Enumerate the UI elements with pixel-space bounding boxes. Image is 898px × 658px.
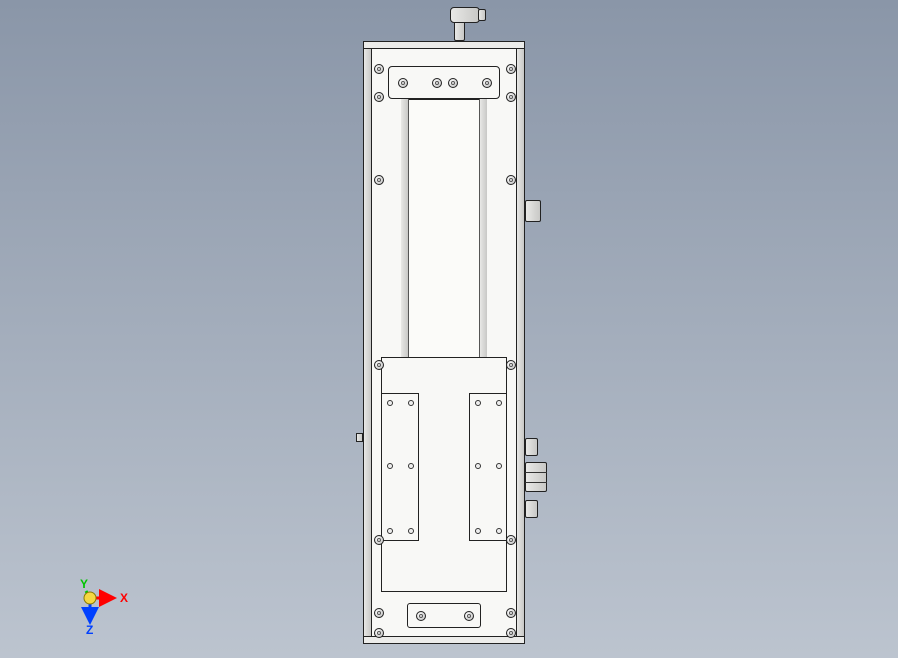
fitting-stub xyxy=(478,9,486,21)
outer-rail-right xyxy=(516,41,525,644)
outer-rail-left xyxy=(363,41,372,644)
bottom-cap xyxy=(363,636,525,644)
cad-viewport[interactable]: X Y Z xyxy=(0,0,898,658)
side-connector xyxy=(525,462,547,492)
x-axis-label: X xyxy=(120,591,128,605)
frame-bolt xyxy=(506,608,516,618)
central-window xyxy=(401,99,487,361)
triad-origin-icon xyxy=(84,592,96,604)
bracket-hole xyxy=(408,528,414,534)
bracket-hole xyxy=(387,528,393,534)
frame-bolt xyxy=(374,360,384,370)
side-port xyxy=(525,500,538,518)
side-sensor xyxy=(525,200,541,222)
bolt xyxy=(482,78,492,88)
bolt xyxy=(432,78,442,88)
frame-bolt xyxy=(506,360,516,370)
frame-bolt xyxy=(374,608,384,618)
frame-bolt xyxy=(506,628,516,638)
bolt xyxy=(448,78,458,88)
bracket-hole xyxy=(387,463,393,469)
bracket-hole xyxy=(496,400,502,406)
frame-bolt xyxy=(506,64,516,74)
frame-bolt xyxy=(374,628,384,638)
frame-bolt xyxy=(506,175,516,185)
bracket-hole xyxy=(475,400,481,406)
orientation-triad[interactable]: X Y Z xyxy=(60,568,120,628)
bracket-hole xyxy=(475,463,481,469)
window-rail-right xyxy=(479,99,487,361)
frame-bolt xyxy=(506,535,516,545)
side-port xyxy=(525,438,538,456)
frame-bolt xyxy=(506,92,516,102)
bolt xyxy=(398,78,408,88)
bolt xyxy=(464,611,474,621)
top-cap xyxy=(363,41,525,49)
bracket-hole xyxy=(408,463,414,469)
model-3d[interactable] xyxy=(0,0,898,658)
fitting-elbow xyxy=(450,7,480,23)
side-connector-line xyxy=(525,482,547,483)
bolt xyxy=(416,611,426,621)
bracket-hole xyxy=(408,400,414,406)
y-axis-label: Y xyxy=(80,577,88,591)
bracket-hole xyxy=(496,528,502,534)
z-axis-label: Z xyxy=(86,623,93,637)
bracket-hole xyxy=(496,463,502,469)
window-rail-left xyxy=(401,99,409,361)
frame-bolt xyxy=(374,175,384,185)
left-notch xyxy=(356,433,363,442)
bracket-hole xyxy=(387,400,393,406)
frame-bolt xyxy=(374,92,384,102)
frame-bolt xyxy=(374,535,384,545)
bracket-hole xyxy=(475,528,481,534)
frame-bolt xyxy=(374,64,384,74)
side-connector-line xyxy=(525,472,547,473)
